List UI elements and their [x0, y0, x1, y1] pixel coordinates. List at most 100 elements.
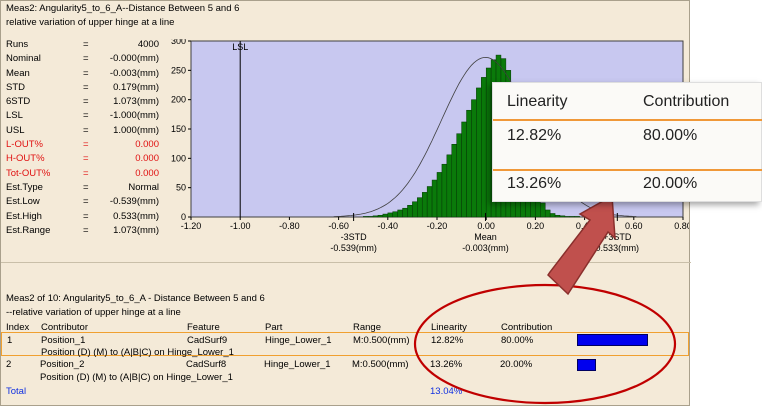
x-tick-label: -1.20	[181, 221, 202, 231]
row-part: Hinge_Lower_1	[265, 335, 332, 346]
histogram-bar	[362, 216, 369, 218]
panel-divider	[1, 262, 691, 263]
histogram-bar	[441, 163, 448, 218]
stat-value: 4000	[137, 39, 159, 50]
stat-row: Est.High = 0.533(mm)	[1, 211, 163, 225]
row-description: Position (D) (M) to (A|B|C) on Hinge_Low…	[40, 372, 233, 383]
stat-equals: =	[83, 139, 89, 151]
marker-value: 0.533(mm)	[596, 243, 640, 253]
x-tick-label: 0.20	[527, 221, 545, 231]
lsl-label: LSL	[232, 42, 248, 52]
row-range: M:0.500(mm)	[353, 335, 410, 346]
y-tick-label: 300	[171, 39, 186, 46]
stat-key: Est.Range	[6, 224, 51, 236]
statistics-panel: Runs = 4000 Nominal = -0.000(mm) Mean = -0.003(m…	[1, 39, 163, 239]
stat-key: Est.Low	[6, 196, 40, 208]
measurement-description: relative variation of upper hinge at a l…	[6, 17, 175, 28]
column-header-index[interactable]: Index	[6, 322, 30, 333]
histogram-bar	[412, 201, 418, 218]
histogram-bar	[461, 121, 467, 218]
stat-row: Nominal = -0.000(mm)	[1, 53, 163, 67]
histogram-bar	[446, 154, 453, 218]
x-tick-label: 0.80	[674, 221, 689, 231]
stat-equals: =	[83, 67, 89, 79]
stat-value: 1.000(mm)	[113, 124, 159, 136]
zoom-callout: Linearity Contribution 12.82% 80.00% 13.…	[492, 82, 762, 202]
contribution-bar	[577, 334, 648, 346]
row-contribution: 20.00%	[500, 359, 533, 370]
column-header-part[interactable]: Part	[265, 322, 283, 333]
histogram-bar	[569, 216, 576, 218]
marker-label: -3STD	[341, 232, 368, 242]
stat-key: L-OUT%	[6, 139, 43, 151]
zoom-header-linearity: Linearity	[507, 93, 568, 110]
stat-row: Est.Low = -0.539(mm)	[1, 196, 163, 210]
stat-key: H-OUT%	[6, 153, 45, 165]
stat-value: -0.003(mm)	[109, 67, 159, 79]
stat-key: Runs	[6, 39, 29, 50]
row-index: 1	[7, 335, 13, 346]
column-header-feature[interactable]: Feature	[187, 322, 220, 333]
histogram-bar	[407, 205, 413, 218]
row-contributor: Position_1	[41, 335, 86, 346]
histogram-bar	[485, 67, 492, 218]
histogram-bar	[544, 209, 551, 218]
stat-row: H-OUT% = 0.000	[1, 153, 163, 167]
histogram-bar	[574, 216, 580, 218]
zoom-row2-contribution: 20.00%	[643, 175, 698, 192]
histogram-bar	[554, 214, 561, 218]
histogram-bar	[382, 213, 389, 218]
histogram-bar	[387, 212, 393, 218]
histogram-bar	[436, 172, 443, 218]
stat-equals: =	[83, 153, 89, 165]
stat-value: -0.539(mm)	[109, 196, 159, 208]
row-index: 2	[6, 359, 12, 370]
y-tick-label: 50	[176, 183, 186, 193]
zoom-divider	[493, 169, 762, 171]
stat-row: LSL = -1.000(mm)	[1, 110, 163, 124]
row-description: Position (D) (M) to (A|B|C) on Hinge_Low…	[41, 347, 234, 358]
histogram-bar	[476, 87, 482, 218]
histogram-bar	[431, 179, 438, 218]
histogram-bar	[367, 216, 374, 218]
stat-value: 1.073(mm)	[113, 96, 159, 108]
stat-value: 1.073(mm)	[113, 224, 159, 236]
stat-value: 0.000	[135, 153, 159, 165]
stat-row: Tot-OUT% = 0.000	[1, 168, 163, 182]
histogram-bar	[392, 211, 398, 218]
histogram-bar	[372, 215, 379, 218]
histogram-bar	[549, 213, 556, 218]
stat-value: 0.000	[135, 167, 159, 179]
column-header-contributor[interactable]: Contributor	[41, 322, 88, 333]
stat-value: 0.533(mm)	[113, 210, 159, 222]
histogram-bar	[559, 215, 566, 218]
stat-value: -0.000(mm)	[109, 53, 159, 65]
measurement-title: Meas2: Angularity5_to_6_A--Distance Betw…	[6, 3, 240, 14]
x-tick-label: 0.60	[625, 221, 643, 231]
stat-equals: =	[83, 167, 89, 179]
zoom-row1-linearity: 12.82%	[507, 127, 562, 144]
total-label: Total	[6, 386, 27, 397]
row-range: M:0.500(mm)	[352, 359, 409, 370]
stat-row: 6STD = 1.073(mm)	[1, 96, 163, 110]
zoom-row2-linearity: 13.26%	[507, 175, 562, 192]
y-tick-label: 0	[181, 212, 186, 222]
stat-row: L-OUT% = 0.000	[1, 139, 163, 153]
row-contribution: 80.00%	[501, 335, 534, 346]
column-header-range[interactable]: Range	[353, 322, 381, 333]
stat-equals: =	[83, 39, 89, 50]
stat-key: USL	[6, 124, 25, 136]
stat-value: 0.179(mm)	[113, 81, 159, 93]
stat-value: Normal	[128, 181, 159, 193]
analysis-window: Meas2: Angularity5_to_6_A--Distance Betw…	[0, 0, 691, 406]
stat-equals: =	[83, 210, 89, 222]
stat-equals: =	[83, 53, 89, 65]
histogram-bar	[471, 99, 477, 218]
marker-label: +3STD	[603, 232, 632, 242]
stat-key: Est.Type	[6, 181, 43, 193]
histogram-bar	[397, 209, 403, 218]
y-tick-label: 100	[171, 153, 186, 163]
stat-row: USL = 1.000(mm)	[1, 125, 163, 139]
stat-row: Est.Range = 1.073(mm)	[1, 225, 163, 239]
histogram-bar	[451, 144, 457, 218]
